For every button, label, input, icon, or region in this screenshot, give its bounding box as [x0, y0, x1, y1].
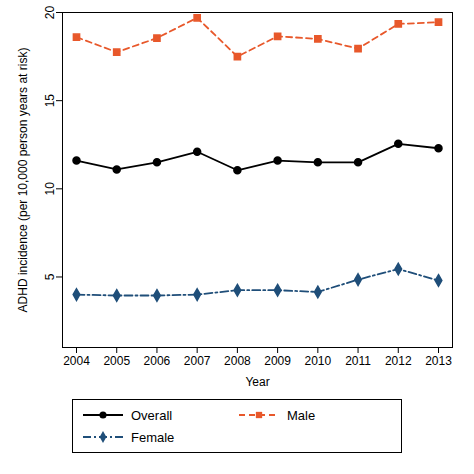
svg-text:2004: 2004	[63, 354, 90, 368]
svg-text:2006: 2006	[144, 354, 171, 368]
html-text:Female: Female	[131, 429, 175, 445]
svg-text:2012: 2012	[385, 354, 412, 368]
svg-text:2011: 2011	[345, 354, 371, 368]
html-text:Male: Male	[287, 407, 316, 423]
svg-text:Year: Year	[245, 375, 269, 389]
svg-text:15: 15	[43, 94, 57, 108]
html-text:Overall: Overall	[131, 407, 173, 423]
svg-text:2005: 2005	[103, 354, 130, 368]
svg-text:2013: 2013	[425, 354, 452, 368]
svg-text:2007: 2007	[184, 354, 211, 368]
svg-text:2009: 2009	[264, 354, 291, 368]
svg-text:20: 20	[43, 6, 57, 20]
svg-text:2010: 2010	[304, 354, 331, 368]
svg-text:10: 10	[43, 182, 57, 196]
svg-text:2008: 2008	[224, 354, 251, 368]
svg-text:5: 5	[43, 273, 57, 280]
svg-text:ADHD incidence (per 10,000 per: ADHD incidence (per 10,000 person years …	[16, 48, 30, 313]
